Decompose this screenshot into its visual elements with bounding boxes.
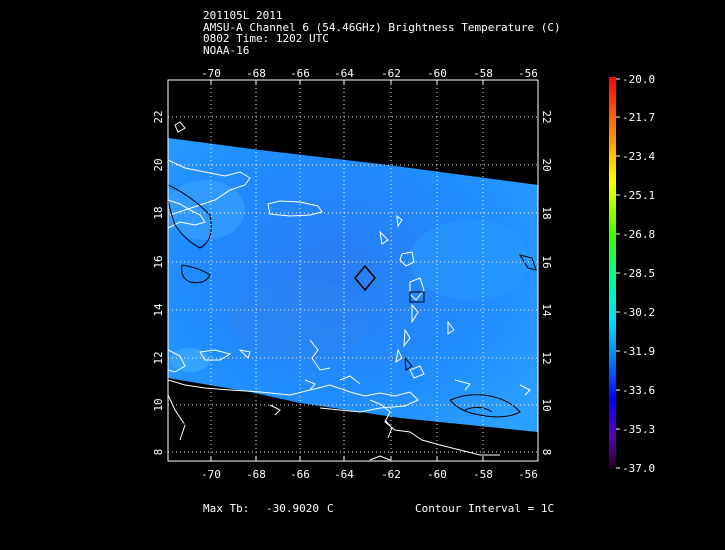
tick-marks [210,80,484,461]
lat-label: 20 [540,158,553,171]
lon-label: -58 [473,67,493,80]
colorbar-label: -21.7 [622,111,655,124]
lon-label: -66 [290,67,310,80]
lat-label: 20 [152,158,165,171]
colorbar-label: -33.6 [622,384,655,397]
lat-label: 22 [540,110,553,123]
max-tb-label: Max Tb: [203,502,250,515]
colorbar-label: -20.0 [622,73,655,86]
lat-label: 12 [540,351,553,364]
lat-label: 16 [540,255,553,268]
lat-label: 8 [152,449,165,456]
lon-label: -62 [381,67,401,80]
lon-labels-bottom: -70 -68 -66 -64 -62 -60 -58 -56 [201,468,538,481]
colorbar-labels: -20.0 -21.7 -23.4 -25.1 -26.8 -28.5 -30.… [622,73,655,475]
colorbar-label: -26.8 [622,228,655,241]
coastlines [168,121,531,461]
colorbar-ticks [616,78,620,469]
date-time: 0802 Time: 1202 UTC [203,32,329,45]
satellite-name: NOAA-16 [203,43,250,57]
max-tb-value: -30.9020 [266,502,319,515]
lat-label: 14 [540,303,553,317]
lon-label: -68 [246,468,266,481]
colorbar-label: -31.9 [622,345,655,358]
lat-label: 10 [152,398,165,411]
lon-label: -56 [518,468,538,481]
lat-label: 18 [152,206,165,219]
lat-label: 16 [152,255,165,268]
lon-label: -60 [427,67,447,80]
temperature-contours [168,184,537,433]
max-tb-unit: C [327,502,334,515]
graticule [168,80,538,461]
lat-label: 22 [152,110,165,123]
colorbar-label: -37.0 [622,462,655,475]
lon-label: -64 [334,67,354,80]
lon-label: -70 [201,67,221,80]
lon-label: -64 [334,468,354,481]
lon-label: -68 [246,67,266,80]
lat-label: 18 [540,206,553,219]
lon-label: -58 [473,468,493,481]
lon-label: -60 [427,468,447,481]
colorbar-label: -25.1 [622,189,655,202]
channel-title: AMSU-A Channel 6 (54.46GHz) Brightness T… [203,20,561,34]
lat-label: 10 [540,398,553,411]
colorbar-label: -30.2 [622,306,655,319]
contour-interval: Contour Interval = 1C [415,502,555,515]
lon-label: -70 [201,468,221,481]
lon-label: -56 [518,67,538,80]
lat-labels-right: 8 10 12 14 16 18 20 22 [540,110,553,455]
lat-label: 8 [540,449,553,456]
lat-labels-left: 8 10 12 14 16 18 20 22 [152,110,165,455]
lat-label: 14 [152,303,165,317]
colorbar-label: -28.5 [622,267,655,280]
map-header: 201105L 2011 AMSU-A Channel 6 (54.46GHz)… [203,10,561,56]
map-frame [167,79,539,462]
lat-label: 12 [152,351,165,364]
storm-id-year: 201105L 2011 [203,9,283,22]
colorbar-label: -35.3 [622,423,655,436]
lon-labels-top: -70 -68 -66 -64 -62 -60 -58 -56 [201,67,538,80]
lon-label: -66 [290,468,310,481]
lon-label: -62 [381,468,401,481]
colorbar-label: -23.4 [622,150,655,163]
colorbar [609,77,616,469]
